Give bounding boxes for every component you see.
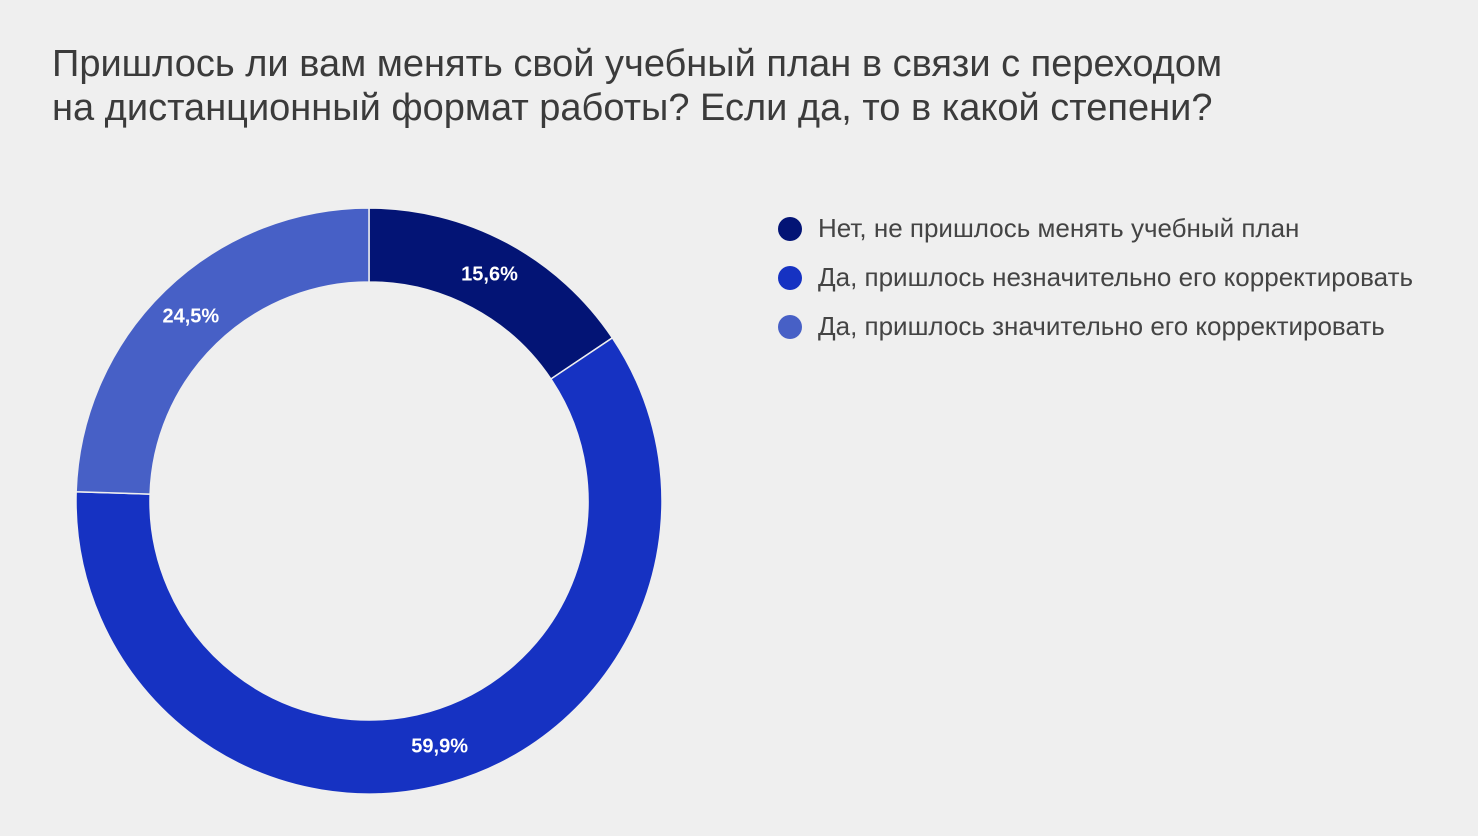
- donut-slice-minor-change: [75, 336, 663, 795]
- chart-title-line-1: Пришлось ли вам менять свой учебный план…: [52, 43, 1223, 85]
- legend-item-minor-change: Да, пришлось незначительно его корректир…: [778, 253, 1413, 302]
- chart-title: Пришлось ли вам менять свой учебный план…: [52, 42, 1432, 130]
- legend-marker-minor-change: [778, 265, 802, 290]
- legend-item-no-change: Нет, не пришлось менять учебный план: [778, 204, 1413, 253]
- legend-item-major-change: Да, пришлось значительно его корректиров…: [778, 302, 1413, 351]
- legend-label-no-change: Нет, не пришлось менять учебный план: [818, 213, 1300, 243]
- legend-marker-major-change: [778, 314, 802, 339]
- donut-chart: 15,6% 59,9% 24,5%: [75, 207, 663, 795]
- slice-label-major-change: 24,5%: [162, 305, 219, 327]
- chart-legend: Нет, не пришлось менять учебный план Да,…: [778, 204, 1413, 351]
- chart-title-line-2: на дистанционный формат работы? Если да,…: [52, 87, 1213, 129]
- legend-label-major-change: Да, пришлось значительно его корректиров…: [818, 311, 1385, 341]
- slice-label-minor-change: 59,9%: [411, 735, 468, 757]
- donut-slice-major-change: [75, 207, 370, 495]
- donut-slice-no-change: [368, 207, 614, 381]
- legend-marker-no-change: [778, 216, 802, 241]
- legend-label-minor-change: Да, пришлось незначительно его корректир…: [818, 262, 1414, 292]
- slice-label-no-change: 15,6%: [461, 263, 518, 285]
